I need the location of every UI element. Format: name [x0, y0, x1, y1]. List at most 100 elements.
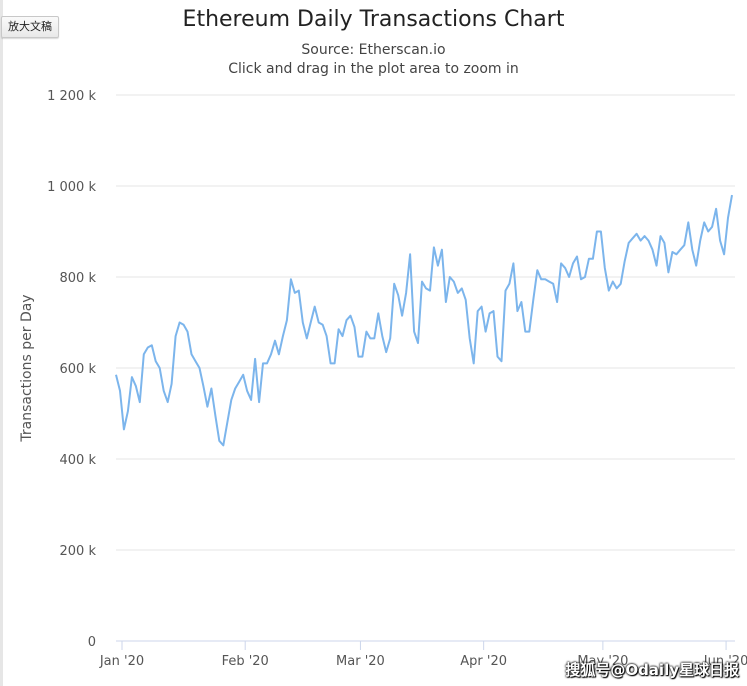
data-point[interactable] — [288, 276, 294, 282]
data-point[interactable] — [129, 374, 135, 380]
data-point[interactable] — [729, 192, 735, 198]
data-point[interactable] — [510, 260, 516, 266]
data-point[interactable] — [157, 365, 163, 371]
data-point[interactable] — [574, 254, 580, 260]
data-point[interactable] — [554, 299, 560, 305]
data-point[interactable] — [395, 292, 401, 298]
data-point[interactable] — [228, 397, 234, 403]
data-point[interactable] — [244, 388, 250, 394]
data-point[interactable] — [415, 340, 421, 346]
data-point[interactable] — [375, 310, 381, 316]
data-point[interactable] — [284, 317, 290, 323]
data-point[interactable] — [348, 313, 354, 319]
data-point[interactable] — [467, 335, 473, 341]
data-point[interactable] — [280, 333, 286, 339]
data-point[interactable] — [403, 290, 409, 296]
data-point[interactable] — [435, 263, 441, 269]
data-point[interactable] — [431, 244, 437, 250]
data-point[interactable] — [693, 263, 699, 269]
data-point[interactable] — [646, 238, 652, 244]
data-point[interactable] — [530, 297, 536, 303]
data-point[interactable] — [495, 354, 501, 360]
data-point[interactable] — [181, 322, 187, 328]
data-point[interactable] — [717, 238, 723, 244]
data-point[interactable] — [610, 279, 616, 285]
data-point[interactable] — [479, 304, 485, 310]
transactions-series-line[interactable] — [115, 194, 733, 447]
data-point[interactable] — [399, 313, 405, 319]
data-point[interactable] — [236, 379, 242, 385]
data-point[interactable] — [220, 442, 226, 448]
data-point[interactable] — [491, 308, 497, 314]
data-point[interactable] — [371, 335, 377, 341]
data-point[interactable] — [471, 360, 477, 366]
data-point[interactable] — [514, 308, 520, 314]
data-point[interactable] — [296, 288, 302, 294]
data-point[interactable] — [169, 381, 175, 387]
data-point[interactable] — [264, 360, 270, 366]
data-point[interactable] — [197, 365, 203, 371]
data-point[interactable] — [204, 404, 210, 410]
data-point[interactable] — [570, 260, 576, 266]
data-point[interactable] — [689, 247, 695, 253]
data-point[interactable] — [308, 320, 314, 326]
data-point[interactable] — [661, 240, 667, 246]
data-point[interactable] — [212, 413, 218, 419]
data-point[interactable] — [117, 388, 123, 394]
data-point[interactable] — [304, 335, 310, 341]
data-point[interactable] — [606, 288, 612, 294]
data-point[interactable] — [443, 299, 449, 305]
data-point[interactable] — [272, 338, 278, 344]
data-point[interactable] — [125, 408, 131, 414]
data-point[interactable] — [161, 388, 167, 394]
data-point[interactable] — [332, 360, 338, 366]
data-point[interactable] — [276, 351, 282, 357]
data-point[interactable] — [598, 229, 604, 235]
data-point[interactable] — [455, 290, 461, 296]
data-point[interactable] — [614, 285, 620, 291]
data-point[interactable] — [654, 263, 660, 269]
data-point[interactable] — [705, 229, 711, 235]
data-point[interactable] — [658, 233, 664, 239]
data-point[interactable] — [626, 240, 632, 246]
data-point[interactable] — [534, 267, 540, 273]
data-point[interactable] — [518, 299, 524, 305]
data-point[interactable] — [427, 288, 433, 294]
data-point[interactable] — [200, 383, 206, 389]
data-point[interactable] — [153, 358, 159, 364]
data-point[interactable] — [193, 358, 199, 364]
data-point[interactable] — [387, 335, 393, 341]
data-point[interactable] — [665, 269, 671, 275]
data-point[interactable] — [320, 322, 326, 328]
data-point[interactable] — [582, 274, 588, 280]
data-point[interactable] — [447, 274, 453, 280]
data-point[interactable] — [324, 333, 330, 339]
data-point[interactable] — [224, 420, 230, 426]
data-point[interactable] — [685, 219, 691, 225]
data-point[interactable] — [208, 386, 214, 392]
data-point[interactable] — [526, 329, 532, 335]
data-point[interactable] — [634, 231, 640, 237]
data-point[interactable] — [113, 372, 119, 378]
data-point[interactable] — [141, 351, 147, 357]
data-point[interactable] — [558, 260, 564, 266]
data-point[interactable] — [121, 426, 127, 432]
data-point[interactable] — [650, 247, 656, 253]
data-point[interactable] — [642, 233, 648, 239]
zoom-document-button[interactable]: 放大文稿 — [1, 16, 59, 38]
data-point[interactable] — [483, 329, 489, 335]
data-point[interactable] — [451, 279, 457, 285]
data-point[interactable] — [562, 265, 568, 271]
data-point[interactable] — [618, 281, 624, 287]
data-point[interactable] — [622, 258, 628, 264]
data-point[interactable] — [503, 288, 509, 294]
data-point[interactable] — [363, 329, 369, 335]
data-point[interactable] — [463, 297, 469, 303]
data-point[interactable] — [630, 235, 636, 241]
data-point[interactable] — [602, 265, 608, 271]
data-point[interactable] — [232, 386, 238, 392]
data-point[interactable] — [439, 247, 445, 253]
data-point[interactable] — [681, 242, 687, 248]
data-point[interactable] — [149, 342, 155, 348]
